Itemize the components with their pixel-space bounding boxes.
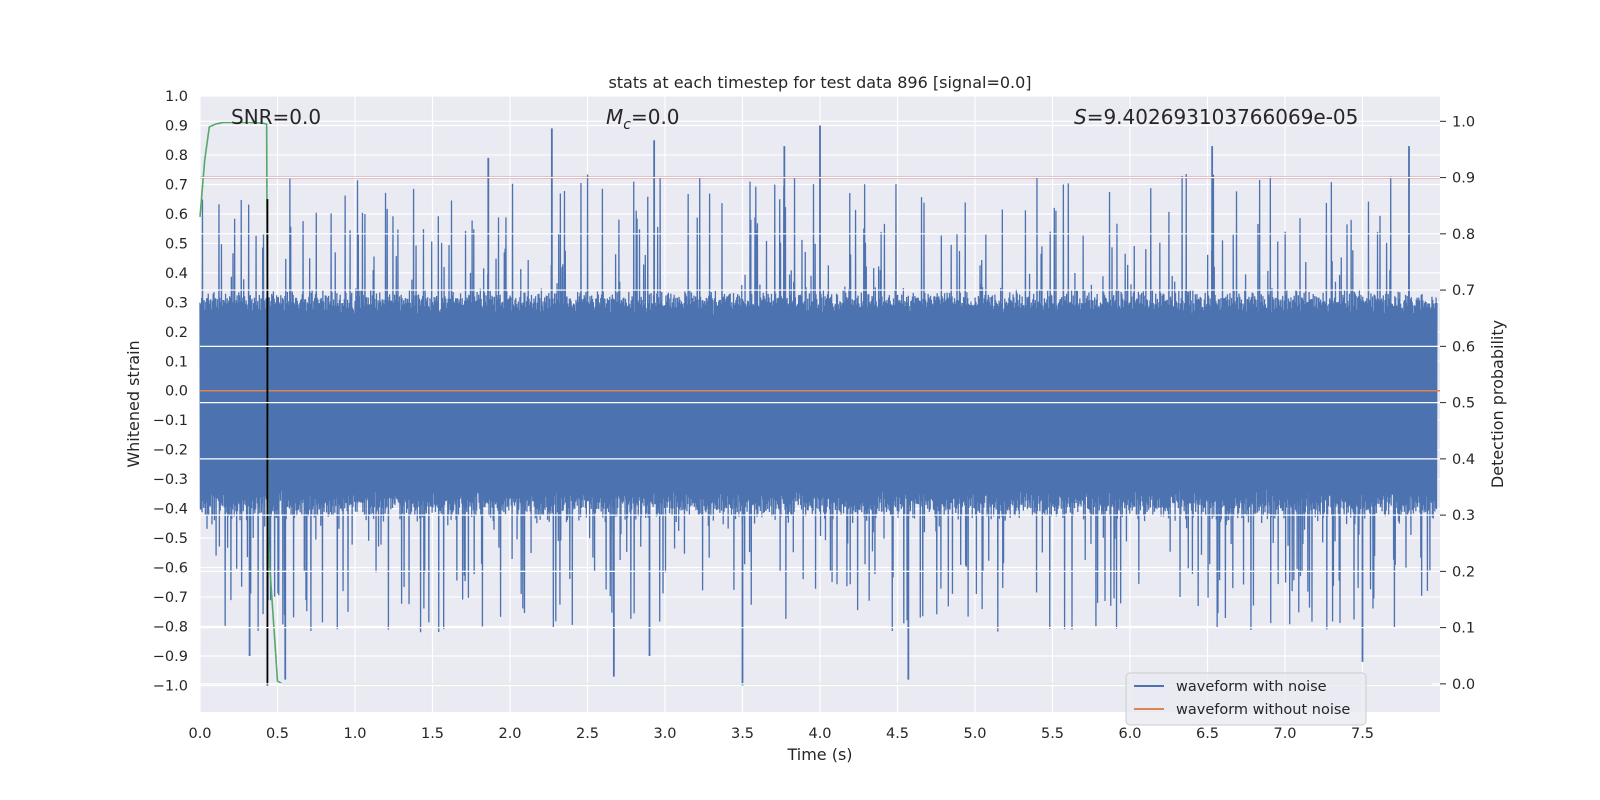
x-tick-label: 6.5 — [1196, 726, 1219, 742]
y-tick-label: 0.2 — [165, 325, 188, 341]
y-tick-label: −0.7 — [153, 590, 188, 606]
y-tick-label: −0.9 — [153, 649, 188, 665]
x-tick-label: 3.5 — [731, 726, 754, 742]
y-tick-label: −0.8 — [153, 620, 188, 636]
y2-tick-labels: 1.0 0.9 0.8 0.7 0.6 0.5 0.4 0.3 0.2 0.1 0.0 — [1452, 114, 1475, 693]
x-tick-label: 1.5 — [421, 726, 444, 742]
x-tick-label: 7.5 — [1351, 726, 1374, 742]
y-tick-label: −0.3 — [153, 472, 188, 488]
s-symbol: S — [1074, 105, 1087, 129]
y2-axis-label: Detection probability — [1488, 320, 1507, 488]
x-tick-label: 2.5 — [576, 726, 599, 742]
s-value: =9.402693103766069e-05 — [1087, 105, 1359, 129]
x-tick-label: 6.0 — [1118, 726, 1141, 742]
y-tick-label: −0.1 — [153, 413, 188, 429]
legend: waveform with noise waveform without noi… — [1125, 672, 1367, 726]
y-tick-label: −0.5 — [153, 531, 188, 547]
y-tick-label: 0.8 — [165, 148, 188, 164]
y-tick-label: 0.6 — [165, 207, 188, 223]
mc-value: =0.0 — [631, 105, 680, 129]
x-tick-label: 4.5 — [886, 726, 909, 742]
y-tick-label: −0.4 — [153, 502, 188, 518]
x-tick-label: 1.0 — [343, 726, 366, 742]
y2-tick-label: 0.4 — [1452, 452, 1475, 468]
y2-tick-label: 0.9 — [1452, 171, 1475, 187]
x-tick-label: 0.0 — [188, 726, 211, 742]
x-axis-label: Time (s) — [786, 745, 852, 764]
y-tick-label: 0.5 — [165, 236, 188, 252]
mc-subscript: c — [623, 117, 631, 133]
y2-tick-label: 0.1 — [1452, 621, 1475, 637]
noise-trace — [199, 174, 1438, 633]
legend-label-noise: waveform with noise — [1176, 679, 1327, 695]
x-tick-label: 5.0 — [963, 726, 986, 742]
y2-tick-label: 0.3 — [1452, 508, 1475, 524]
x-tick-labels: 0.0 0.5 1.0 1.5 2.0 2.5 3.0 3.5 4.0 4.5 5.0 5.5 6.0 6… — [188, 726, 1374, 742]
snr-annotation: SNR=0.0 — [231, 105, 321, 129]
legend-label-clean: waveform without noise — [1176, 702, 1350, 718]
mc-symbol: M — [606, 105, 623, 129]
y-tick-label: −0.6 — [153, 561, 188, 577]
y-tick-label: −0.2 — [153, 443, 188, 459]
y-tick-label: 0.4 — [165, 266, 188, 282]
s-annotation: S=9.402693103766069e-05 — [1074, 105, 1358, 129]
noise-series — [199, 125, 1438, 686]
y2-tick-label: 0.5 — [1452, 396, 1475, 412]
right-grid — [200, 120, 1446, 685]
y-tick-label: 0.3 — [165, 295, 188, 311]
y-tick-labels: 1.0 0.9 0.8 0.7 0.6 0.5 0.4 0.3 0.2 0.1 0.0 −0.1 −0.… — [153, 89, 188, 694]
x-tick-label: 7.0 — [1273, 726, 1296, 742]
y-tick-label: −1.0 — [153, 678, 188, 694]
y2-tick-label: 1.0 — [1452, 114, 1475, 130]
y-tick-label: 0.7 — [165, 177, 188, 193]
y-axis-label: Whitened strain — [124, 340, 143, 467]
mc-annotation: Mc=0.0 — [606, 105, 680, 133]
y2-tick-label: 0.6 — [1452, 339, 1475, 355]
y-tick-label: 0.1 — [165, 354, 188, 370]
x-tick-label: 2.0 — [498, 726, 521, 742]
x-tick-label: 5.5 — [1041, 726, 1064, 742]
y-tick-label: 1.0 — [165, 89, 188, 105]
x-tick-label: 3.0 — [653, 726, 676, 742]
x-tick-label: 4.0 — [808, 726, 831, 742]
y2-tick-label: 0.0 — [1452, 677, 1475, 693]
y2-tick-label: 0.8 — [1452, 227, 1475, 243]
chart-title: stats at each timestep for test data 896… — [608, 73, 1031, 92]
y2-tick-label: 0.7 — [1452, 283, 1475, 299]
y-tick-label: 0.9 — [165, 118, 188, 134]
y-tick-label: 0.0 — [165, 384, 188, 400]
legend-box — [1125, 672, 1367, 726]
x-tick-label: 0.5 — [266, 726, 289, 742]
y2-tick-label: 0.2 — [1452, 564, 1475, 580]
